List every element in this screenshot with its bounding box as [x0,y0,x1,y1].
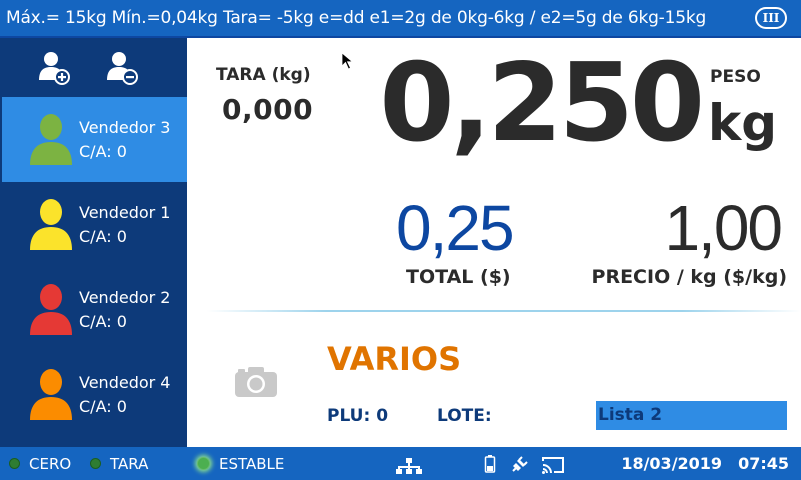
camera-button[interactable] [234,366,278,398]
camera-icon [235,367,277,397]
vendor-item[interactable]: Vendedor 2 C/A: 0 [2,267,187,352]
price-list-selector[interactable]: Lista 2 [596,401,787,430]
tare-led-icon [90,458,101,469]
zero-label: CERO [29,454,72,473]
remove-user-button[interactable] [106,50,140,86]
remove-user-icon [107,51,138,85]
user-icon [28,283,74,337]
stable-indicator: ESTABLE [197,447,284,480]
vendor-name: Vendedor 1 [79,202,171,222]
vendor-name: Vendedor 3 [79,117,171,137]
total-value: 0,25 [396,192,515,264]
lot-value[interactable]: LOTE: [437,406,492,426]
power-plug-icon [512,456,528,472]
tare-indicator: TARA [90,447,148,480]
total-label: TOTAL ($) [406,266,511,288]
vendor-sidebar: Vendedor 3 C/A: 0 Vendedor 1 C/A: 0 Vend… [0,38,187,447]
product-name: VARIOS [327,340,462,378]
cast-icon [542,457,564,474]
vendor-count: C/A: 0 [79,226,127,246]
user-icon [28,113,74,167]
divider [207,310,801,312]
scale-specs: Máx.= 15kg Mín.=0,04kg Tara= -5kg e=dd e… [6,8,707,28]
user-icon [28,198,74,252]
weight-label: PESO [710,67,761,87]
user-icon [28,368,74,422]
tare-label: TARA (kg) [216,65,311,85]
zero-led-icon [9,458,20,469]
network-icon [396,458,422,474]
tare-value[interactable]: 0,000 [222,93,314,126]
status-bar: CERO TARA ESTABLE 18/03/2019 07: [0,447,801,480]
weight-unit: kg [708,94,778,152]
vendor-name: Vendedor 4 [79,372,171,392]
vendor-count: C/A: 0 [79,396,127,416]
vendor-count: C/A: 0 [79,141,127,161]
datetime: 18/03/2019 07:45 [605,447,789,480]
weighing-panel: TARA (kg) 0,000 0,250 PESO kg 0,25 TOTAL… [187,38,801,447]
price-label: PRECIO / kg ($/kg) [591,266,787,288]
add-user-icon [39,51,70,85]
weight-value: 0,250 [379,41,705,166]
battery-icon [484,455,496,473]
vendor-count: C/A: 0 [79,311,127,331]
vendor-item[interactable]: Vendedor 3 C/A: 0 [2,97,187,182]
price-value[interactable]: 1,00 [664,192,783,264]
stable-label: ESTABLE [219,454,285,473]
date-label: 18/03/2019 [621,454,723,473]
vendor-actions [0,38,187,97]
zero-indicator: CERO [9,447,71,480]
vendor-item[interactable]: Vendedor 4 C/A: 0 [2,352,187,437]
accuracy-class-badge[interactable]: III [755,7,787,29]
time-label: 07:45 [738,454,789,473]
add-user-button[interactable] [38,50,72,86]
mouse-cursor-icon [341,52,354,70]
vendor-item[interactable]: Vendedor 1 C/A: 0 [2,182,187,267]
header-bar: Máx.= 15kg Mín.=0,04kg Tara= -5kg e=dd e… [0,0,801,38]
plu-value[interactable]: PLU: 0 [327,406,389,426]
tare-status-label: TARA [110,454,149,473]
vendor-name: Vendedor 2 [79,287,171,307]
stable-led-icon [197,457,210,470]
